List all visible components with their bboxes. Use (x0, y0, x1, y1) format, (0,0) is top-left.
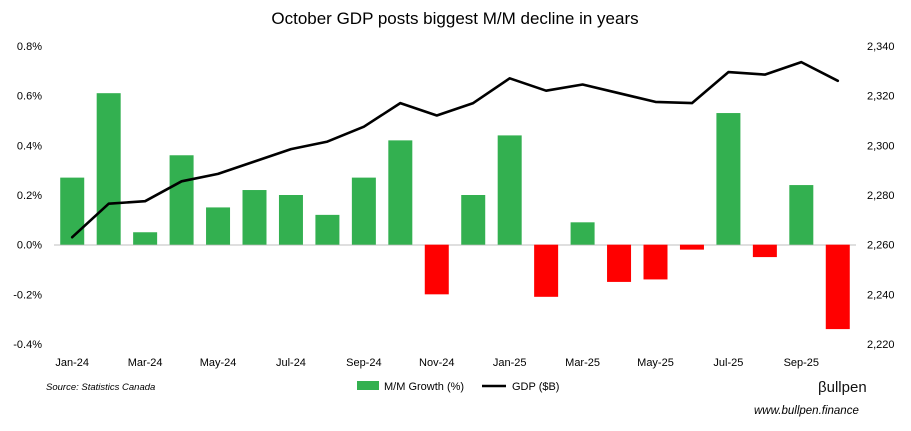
bar-sep-25 (789, 185, 814, 245)
left-tick-label: 0.2% (17, 190, 42, 202)
bar-series (60, 93, 850, 330)
bar-oct-25 (825, 244, 850, 330)
x-tick-label: Jan-24 (55, 357, 89, 369)
legend: M/M Growth (%) GDP ($B) (357, 381, 559, 393)
right-tick-label: 2,240 (867, 289, 895, 301)
x-tick-label: Sep-24 (346, 357, 381, 369)
left-tick-label: -0.4% (13, 339, 42, 351)
bar-jan-25 (497, 135, 522, 245)
right-tick-label: 2,340 (867, 41, 895, 53)
legend-bar-label: M/M Growth (%) (384, 381, 464, 393)
left-tick-label: 0.4% (17, 140, 42, 152)
left-tick-label: 0.8% (17, 41, 42, 53)
legend-line-label: GDP ($B) (512, 381, 559, 393)
bar-mar-25 (570, 222, 595, 245)
x-tick-label: Mar-24 (128, 357, 163, 369)
bar-aug-24 (315, 214, 340, 245)
bar-apr-25 (607, 244, 632, 282)
right-tick-label: 2,260 (867, 240, 895, 252)
bar-dec-24 (461, 195, 486, 245)
bar-jun-25 (679, 244, 704, 250)
x-tick-label: May-25 (637, 357, 674, 369)
x-tick-label: Jul-24 (276, 357, 306, 369)
x-tick-label: Jan-25 (493, 357, 527, 369)
right-tick-label: 2,320 (867, 91, 895, 103)
source-note: Source: Statistics Canada (46, 382, 155, 393)
left-axis: -0.4% -0.2% 0.0% 0.2% 0.4% 0.6% 0.8% (13, 41, 42, 351)
bar-oct-24 (388, 140, 413, 245)
left-tick-label: 0.0% (17, 240, 42, 252)
x-tick-label: Jul-25 (713, 357, 743, 369)
bar-sep-24 (351, 177, 376, 245)
bar-may-25 (643, 244, 668, 280)
x-tick-label: Nov-24 (419, 357, 454, 369)
bar-feb-25 (534, 244, 559, 297)
left-tick-label: -0.2% (13, 289, 42, 301)
gdp-line (70, 60, 840, 239)
bar-jan-24 (60, 177, 85, 245)
bar-aug-25 (752, 244, 777, 258)
bar-jul-25 (716, 113, 741, 245)
website-url: www.bullpen.finance (754, 405, 859, 417)
bar-feb-24 (96, 93, 121, 245)
brand-logo: βullpen (818, 379, 867, 396)
x-tick-label: Mar-25 (565, 357, 600, 369)
bar-mar-24 (133, 232, 158, 245)
right-tick-label: 2,280 (867, 190, 895, 202)
bar-nov-24 (424, 244, 449, 295)
right-axis: 2,220 2,240 2,260 2,280 2,300 2,320 2,340 (867, 41, 895, 351)
bar-may-24 (206, 207, 231, 245)
x-axis: Jan-24 Mar-24 May-24 Jul-24 Sep-24 Nov-24 Jan-… (55, 357, 819, 369)
right-tick-label: 2,300 (867, 140, 895, 152)
bar-apr-24 (169, 155, 194, 245)
left-tick-label: 0.6% (17, 91, 42, 103)
x-tick-label: May-24 (200, 357, 237, 369)
x-tick-label: Sep-25 (784, 357, 819, 369)
bar-jun-24 (242, 190, 267, 245)
legend-bar-swatch (357, 381, 379, 390)
bar-jul-24 (278, 195, 303, 245)
right-tick-label: 2,220 (867, 339, 895, 351)
chart-title: October GDP posts biggest M/M decline in… (271, 9, 638, 28)
